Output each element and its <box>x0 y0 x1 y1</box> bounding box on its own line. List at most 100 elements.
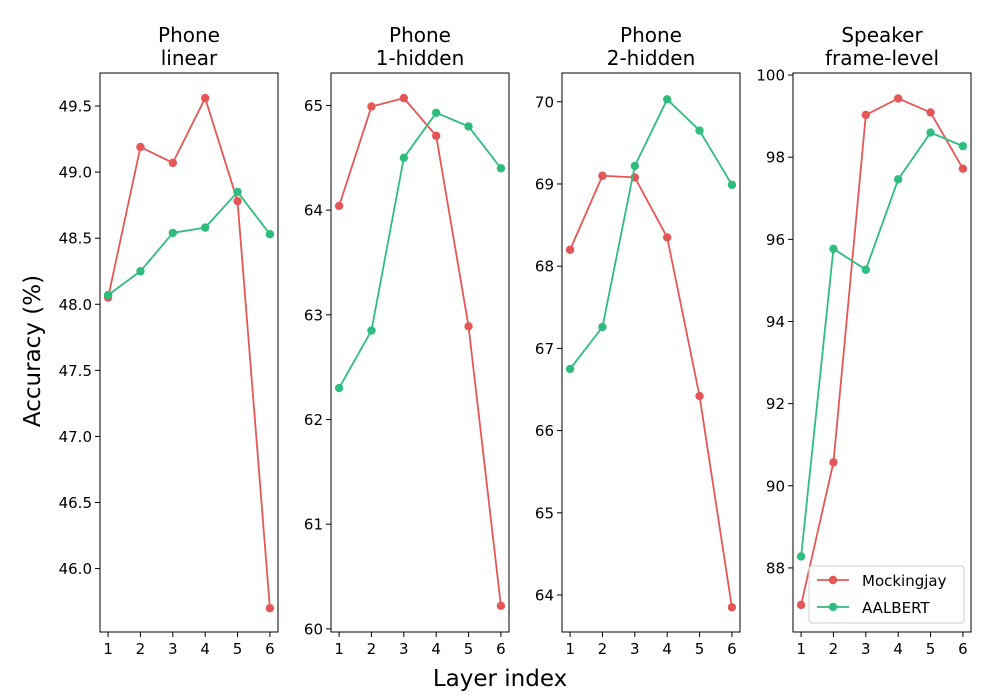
data-point <box>662 233 672 242</box>
data-point <box>136 267 145 276</box>
panel-title-line: 1-hidden <box>376 46 465 70</box>
data-point <box>334 383 344 393</box>
y-tick-label: 65 <box>304 97 323 115</box>
x-tick-label: 6 <box>727 640 737 658</box>
data-point <box>926 128 935 137</box>
x-tick-label: 2 <box>136 640 146 658</box>
data-point <box>630 161 640 171</box>
legend-label: AALBERT <box>862 599 930 617</box>
x-tick-label: 4 <box>200 640 210 658</box>
data-point <box>829 244 838 253</box>
y-tick-label: 98 <box>766 149 785 167</box>
y-tick-label: 69 <box>535 175 554 193</box>
data-point <box>200 223 210 232</box>
series-aalbert <box>103 187 275 300</box>
y-tick-label: 46.0 <box>59 560 92 578</box>
y-tick-label: 64 <box>535 587 554 605</box>
series-aalbert <box>565 95 737 374</box>
panel-title-line: Phone <box>389 23 451 47</box>
x-tick-label: 4 <box>662 640 672 658</box>
data-point <box>136 142 145 152</box>
y-axis-label: Accuracy (%) <box>20 275 46 427</box>
y-tick-label: 49.0 <box>59 164 92 182</box>
data-point <box>367 326 376 335</box>
data-point <box>496 601 506 611</box>
series-mockingjay <box>103 93 275 613</box>
panel-title-line: Speaker <box>841 23 923 47</box>
series-line <box>800 131 964 557</box>
y-tick-label: 64 <box>304 202 323 220</box>
data-point <box>367 102 376 111</box>
series-line <box>338 97 502 606</box>
axes-frame <box>330 72 510 633</box>
series-aalbert <box>796 128 968 561</box>
x-tick-label: 2 <box>829 640 839 658</box>
legend-label: Mockingjay <box>862 572 947 590</box>
y-tick-label: 48.0 <box>59 296 92 314</box>
x-tick-label: 3 <box>168 640 178 658</box>
data-point <box>265 604 275 613</box>
panel-title-line: Phone <box>620 23 682 47</box>
series-mockingjay <box>796 94 968 610</box>
data-point <box>893 94 903 103</box>
data-point <box>796 600 806 610</box>
data-point <box>431 108 441 117</box>
axes-frame <box>99 72 279 633</box>
y-tick-label: 63 <box>304 306 323 324</box>
x-tick-label: 5 <box>233 640 243 658</box>
y-tick-label: 47.5 <box>59 362 92 380</box>
data-point <box>233 196 242 206</box>
data-point <box>598 171 607 180</box>
series-aalbert <box>334 108 506 393</box>
y-tick-label: 47.0 <box>59 428 92 446</box>
series-mockingjay <box>334 93 506 611</box>
y-tick-label: 90 <box>766 477 785 495</box>
x-tick-label: 1 <box>565 640 575 658</box>
x-tick-label: 3 <box>630 640 640 658</box>
y-tick-label: 70 <box>535 93 554 111</box>
x-tick-label: 5 <box>695 640 705 658</box>
y-tick-label: 46.5 <box>59 494 92 512</box>
axes-frame <box>792 72 972 633</box>
x-tick-label: 6 <box>958 640 968 658</box>
x-tick-label: 3 <box>399 640 409 658</box>
data-point <box>861 265 871 274</box>
data-point <box>861 110 871 120</box>
data-point <box>103 290 113 300</box>
panel-title-line: frame-level <box>825 46 939 70</box>
data-point <box>565 364 575 374</box>
data-point <box>958 164 968 173</box>
data-point <box>829 458 838 467</box>
data-point <box>926 108 935 117</box>
data-point <box>893 175 903 184</box>
x-tick-label: 4 <box>431 640 441 658</box>
x-tick-label: 5 <box>464 640 474 658</box>
y-tick-label: 48.5 <box>59 230 92 248</box>
x-tick-label: 4 <box>893 640 903 658</box>
data-point <box>958 141 968 151</box>
data-point <box>399 153 409 162</box>
data-point <box>727 180 737 189</box>
series-mockingjay <box>565 171 737 612</box>
y-tick-label: 67 <box>535 340 554 358</box>
data-point <box>565 245 575 254</box>
data-point <box>598 322 607 332</box>
data-point <box>168 228 178 238</box>
panel-title-line: 2-hidden <box>607 46 696 70</box>
y-tick-label: 94 <box>766 313 785 331</box>
data-point <box>496 164 506 173</box>
data-point <box>727 603 737 612</box>
data-point <box>662 95 672 104</box>
panel-title-line: Phone <box>158 23 220 47</box>
y-tick-label: 60 <box>304 620 323 638</box>
x-tick-label: 6 <box>265 640 275 658</box>
y-tick-label: 92 <box>766 395 785 413</box>
data-point <box>695 126 704 135</box>
data-point <box>464 322 473 331</box>
legend-swatch-marker <box>828 575 838 585</box>
x-tick-label: 1 <box>796 640 806 658</box>
